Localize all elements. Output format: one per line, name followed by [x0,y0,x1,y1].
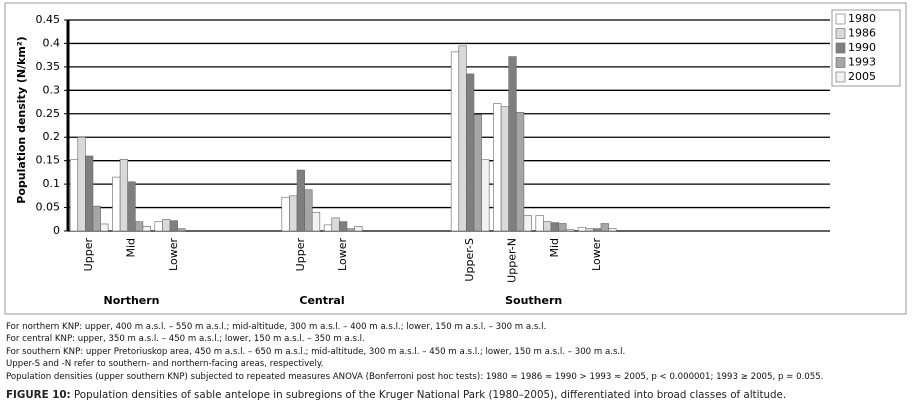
x-tick-label: Lower [590,238,603,271]
note-line: Population densities (upper southern KNP… [6,371,824,382]
bar [450,51,460,232]
bar [177,228,186,232]
note-line: For southern KNP: upper Pretoriuskop are… [6,346,626,357]
y-tick-label: 0.05 [36,201,61,214]
bar [558,223,567,232]
y-tick-label: 0 [53,224,60,237]
legend-swatch [835,28,846,39]
bar [281,196,290,232]
bar [608,228,617,232]
bar [354,226,363,232]
bar [296,169,305,232]
x-tick-label: Upper-N [506,238,519,283]
bar [543,221,552,232]
x-tick-label: Lower [167,238,180,271]
bar [142,226,151,232]
y-axis-label: Population density (N/km²) [15,36,28,203]
x-tick-label: Mid [125,238,138,258]
bar [481,159,490,232]
notes: For northern KNP: upper, 400 m a.s.l. – … [6,321,823,383]
bar [92,205,101,232]
note-line: For northern KNP: upper, 400 m a.s.l. – … [6,322,547,332]
bar [515,112,525,232]
y-tick-label: 0.25 [36,107,61,120]
bar [577,226,587,232]
bar [466,73,475,232]
bar [346,228,355,232]
chart-frame [4,2,907,315]
bar [162,218,171,232]
legend-label: 1980 [848,12,876,25]
bar [289,195,298,232]
legend-swatch [835,57,846,68]
caption-label: FIGURE 10: [6,389,71,401]
bar [323,224,333,232]
bar [550,222,559,232]
y-tick-label: 0.15 [36,154,61,167]
bar [100,223,109,232]
bar [585,228,594,232]
legend-swatch [835,71,846,83]
caption-text: Population densities of sable antelope i… [73,389,787,401]
bar [523,215,532,232]
bar [535,215,544,232]
bar [600,223,609,232]
caption: FIGURE 10: Population densities of sable… [6,389,786,401]
bar [565,229,575,232]
x-tick-label: Upper [82,238,95,272]
x-tick-label: Mid [548,238,561,258]
y-tick-label: 0.1 [43,177,61,190]
note-line: For central KNP: upper, 350 m a.s.l. – 4… [6,334,365,345]
bar [458,45,467,232]
bar [500,106,510,232]
bar [135,221,144,232]
chart: Population density (N/km²) 0 0.05 0.1 0.15 0… [4,2,907,315]
y-tick-label: 0.35 [36,60,61,73]
group-label: Central [299,294,344,307]
bar [154,221,163,232]
bar [112,176,121,232]
x-tick-label: Upper [294,238,307,272]
bar [593,228,602,232]
bar [169,220,178,232]
legend-label: 1993 [848,56,876,69]
bar [77,136,86,232]
y-tick-label: 0.2 [43,130,61,143]
bar [311,211,321,232]
bar [127,181,136,232]
y-tick-label: 0.45 [36,13,61,26]
group-label: Northern [104,294,160,307]
group-label: Southern [505,294,562,307]
x-tick-label: Upper-S [463,238,476,282]
bar [508,56,517,232]
bar [69,159,79,232]
bar [331,217,340,232]
note-line: Upper-S and -N refer to southern- and no… [6,359,324,370]
legend-label: 1990 [848,41,876,54]
bar [119,158,128,232]
legend-swatch [835,42,846,54]
x-tick-label: Lower [336,238,349,271]
bar [493,103,502,232]
bar [473,114,482,232]
legend-swatch [835,13,846,25]
legend-label: 1986 [848,27,876,40]
legend-label: 2005 [848,70,876,83]
y-tick-label: 0.4 [43,36,61,49]
bar [304,189,313,232]
y-tick-label: 0.3 [43,83,61,96]
bar [85,155,94,232]
bar [339,221,348,232]
